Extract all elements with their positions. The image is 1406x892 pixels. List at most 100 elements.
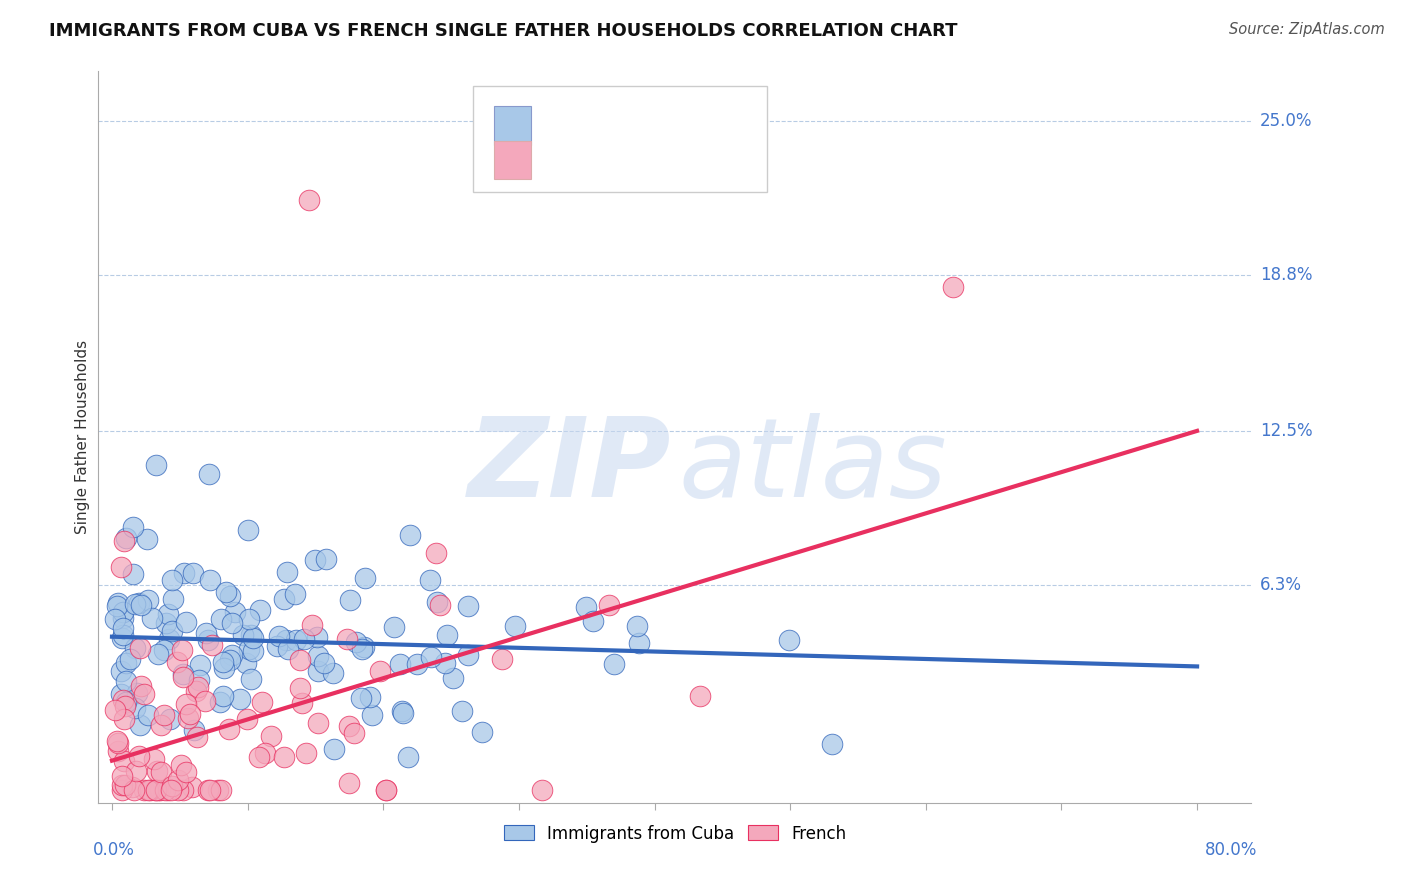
Point <box>174 697 197 711</box>
Point <box>307 664 329 678</box>
Point <box>198 467 221 481</box>
Point <box>146 764 169 778</box>
Point <box>201 638 224 652</box>
Point <box>778 632 800 647</box>
Text: 0.0%: 0.0% <box>93 841 135 859</box>
Point <box>284 587 307 601</box>
Point <box>129 598 152 612</box>
Point <box>250 695 273 709</box>
Point <box>242 644 264 658</box>
Point <box>337 776 360 790</box>
Point <box>170 642 193 657</box>
Point <box>159 712 181 726</box>
Point <box>209 612 232 626</box>
Point <box>215 584 238 599</box>
FancyBboxPatch shape <box>494 141 531 179</box>
Point <box>273 750 295 764</box>
Point <box>112 534 135 549</box>
Point <box>111 632 134 646</box>
Point <box>229 692 252 706</box>
Point <box>181 566 204 580</box>
Point <box>145 783 167 797</box>
Point <box>150 718 173 732</box>
Point <box>107 596 129 610</box>
Point <box>200 573 222 587</box>
Text: 25.0%: 25.0% <box>1260 112 1312 130</box>
Point <box>315 551 337 566</box>
Point <box>155 615 177 630</box>
Point <box>288 652 311 666</box>
Point <box>207 783 229 797</box>
Point <box>107 736 129 750</box>
Point <box>179 707 201 722</box>
Text: ZIP: ZIP <box>468 413 672 520</box>
Point <box>247 750 270 764</box>
Point <box>124 641 146 656</box>
Point <box>136 593 159 607</box>
Point <box>172 783 194 797</box>
Point <box>124 597 146 611</box>
Point <box>336 632 359 646</box>
Point <box>177 710 200 724</box>
Point <box>114 695 136 709</box>
Point <box>350 690 373 705</box>
Point <box>153 783 176 797</box>
Point <box>211 689 233 703</box>
Point <box>308 648 330 663</box>
Point <box>187 673 209 687</box>
Point <box>305 630 328 644</box>
Point <box>284 632 307 647</box>
Point <box>582 615 605 629</box>
Point <box>352 642 374 657</box>
Point <box>112 712 135 726</box>
Point <box>626 618 648 632</box>
Point <box>114 778 136 792</box>
Point <box>505 619 527 633</box>
Point <box>132 783 155 797</box>
Point <box>173 566 195 580</box>
Text: N = 86: N = 86 <box>664 152 731 169</box>
Text: Source: ZipAtlas.com: Source: ZipAtlas.com <box>1229 22 1385 37</box>
Point <box>157 607 180 621</box>
Point <box>124 701 146 715</box>
Point <box>121 520 143 534</box>
Point <box>253 746 276 760</box>
Point <box>344 635 367 649</box>
Point <box>181 780 204 794</box>
Point <box>451 705 474 719</box>
Point <box>288 681 311 695</box>
Point <box>153 643 176 657</box>
Point <box>339 593 361 607</box>
Point <box>112 755 135 769</box>
Text: 12.5%: 12.5% <box>1260 422 1312 440</box>
Point <box>384 619 406 633</box>
Text: R =  0.525: R = 0.525 <box>543 152 647 169</box>
Point <box>160 779 183 793</box>
Point <box>249 603 271 617</box>
Point <box>603 657 626 672</box>
Point <box>115 673 138 688</box>
Text: IMMIGRANTS FROM CUBA VS FRENCH SINGLE FATHER HOUSEHOLDS CORRELATION CHART: IMMIGRANTS FROM CUBA VS FRENCH SINGLE FA… <box>49 22 957 40</box>
Point <box>174 615 197 630</box>
Point <box>184 684 207 698</box>
Point <box>128 596 150 610</box>
Point <box>104 703 127 717</box>
Point <box>291 697 314 711</box>
Point <box>149 764 172 779</box>
Point <box>425 546 447 560</box>
Point <box>471 725 494 739</box>
Point <box>149 783 172 797</box>
Point <box>392 706 415 720</box>
Point <box>197 632 219 647</box>
Point <box>575 600 598 615</box>
Legend: Immigrants from Cuba, French: Immigrants from Cuba, French <box>498 818 852 849</box>
Text: atlas: atlas <box>678 413 948 520</box>
Point <box>160 573 183 587</box>
Point <box>174 764 197 779</box>
Point <box>208 695 231 709</box>
Point <box>457 648 479 662</box>
Point <box>146 647 169 661</box>
Point <box>110 664 132 678</box>
Point <box>128 749 150 764</box>
Point <box>198 783 221 797</box>
